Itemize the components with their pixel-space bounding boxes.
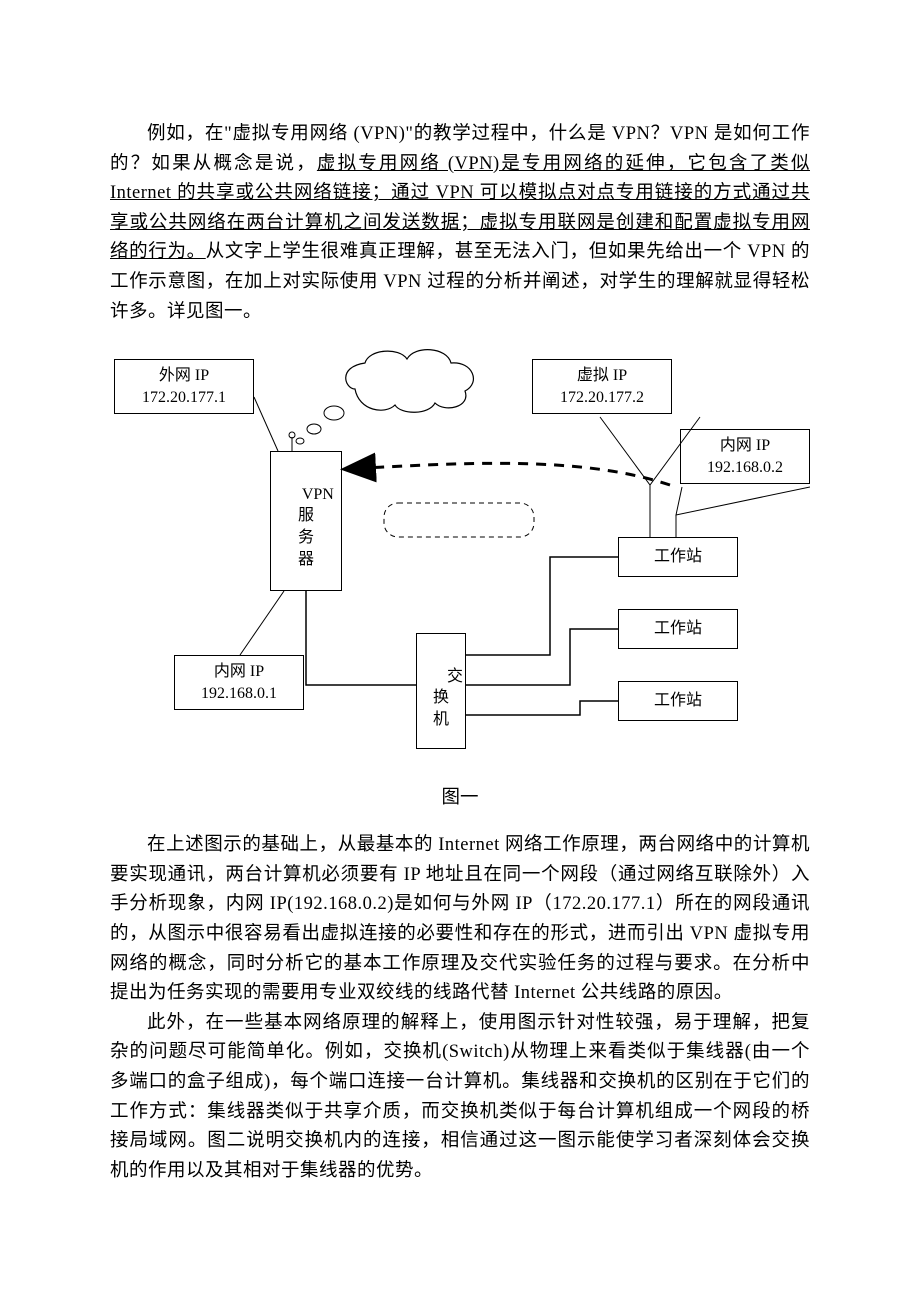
page: 例如，在"虚拟专用网络 (VPN)"的教学过程中，什么是 VPN？VPN 是如何… bbox=[0, 0, 920, 1300]
ws1-text: 工作站 bbox=[654, 548, 702, 565]
box-ws3: 工作站 bbox=[618, 681, 738, 721]
int-ip-l-label: 内网 IP bbox=[214, 663, 264, 680]
ext-ip-value: 172.20.177.1 bbox=[142, 389, 226, 406]
box-ws1: 工作站 bbox=[618, 537, 738, 577]
paragraph-1: 例如，在"虚拟专用网络 (VPN)"的教学过程中，什么是 VPN？VPN 是如何… bbox=[110, 120, 810, 327]
int-ip-r-label: 内网 IP bbox=[720, 437, 770, 454]
paragraph-3: 此外，在一些基本网络原理的解释上，使用图示针对性较强，易于理解，把复杂的问题尽可… bbox=[110, 1009, 810, 1187]
box-ext-ip: 外网 IP 172.20.177.1 bbox=[114, 359, 254, 414]
box-virt-ip: 虚拟 IP 172.20.177.2 bbox=[532, 359, 672, 414]
p1-text-b: 从文字上学生很难真正理解，甚至无法入门，但如果先给出一个 VPN 的工作示意图，… bbox=[110, 242, 810, 321]
int-ip-r-value: 192.168.0.2 bbox=[707, 459, 783, 476]
int-ip-l-value: 192.168.0.1 bbox=[201, 685, 277, 702]
box-vpn-server: VPN 服 务 器 bbox=[270, 451, 342, 591]
switch-text: 交 换 机 bbox=[433, 668, 463, 728]
virt-ip-label: 虚拟 IP bbox=[577, 367, 627, 384]
ws2-text: 工作站 bbox=[654, 620, 702, 637]
vpn-conn-label: VPN 虚拟连接 bbox=[392, 509, 492, 531]
box-int-ip-right: 内网 IP 192.168.0.2 bbox=[680, 429, 810, 484]
box-int-ip-left: 内网 IP 192.168.0.1 bbox=[174, 655, 304, 710]
box-switch: 交 换 机 bbox=[416, 633, 466, 749]
vpn-diagram: 外网 IP 172.20.177.1 虚拟 IP 172.20.177.2 内网… bbox=[110, 345, 810, 775]
figure-caption: 图一 bbox=[110, 783, 810, 809]
paragraph-2: 在上述图示的基础上，从最基本的 Internet 网络工作原理，两台网络中的计算… bbox=[110, 831, 810, 1009]
vpn-server-text: VPN 服 务 器 bbox=[298, 486, 334, 568]
internet-label: Internet bbox=[390, 367, 440, 389]
ws3-text: 工作站 bbox=[654, 692, 702, 709]
box-ws2: 工作站 bbox=[618, 609, 738, 649]
ext-ip-label: 外网 IP bbox=[159, 367, 209, 384]
virt-ip-value: 172.20.177.2 bbox=[560, 389, 644, 406]
